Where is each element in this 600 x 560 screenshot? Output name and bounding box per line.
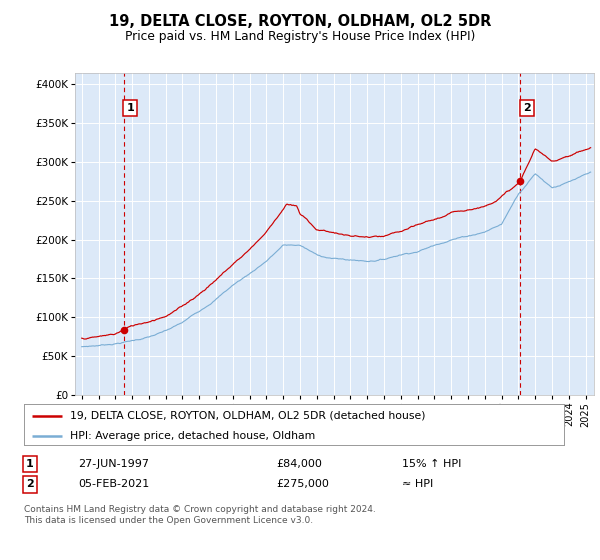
Text: 19, DELTA CLOSE, ROYTON, OLDHAM, OL2 5DR (detached house): 19, DELTA CLOSE, ROYTON, OLDHAM, OL2 5DR… — [70, 411, 425, 421]
Text: 1: 1 — [127, 102, 134, 113]
Text: £84,000: £84,000 — [276, 459, 322, 469]
Text: HPI: Average price, detached house, Oldham: HPI: Average price, detached house, Oldh… — [70, 431, 315, 441]
Text: £275,000: £275,000 — [276, 479, 329, 489]
Text: ≈ HPI: ≈ HPI — [402, 479, 433, 489]
Text: Contains HM Land Registry data © Crown copyright and database right 2024.
This d: Contains HM Land Registry data © Crown c… — [24, 505, 376, 525]
Text: Price paid vs. HM Land Registry's House Price Index (HPI): Price paid vs. HM Land Registry's House … — [125, 30, 475, 43]
Text: 27-JUN-1997: 27-JUN-1997 — [78, 459, 149, 469]
Text: 2: 2 — [523, 102, 530, 113]
Text: 05-FEB-2021: 05-FEB-2021 — [78, 479, 149, 489]
Text: 1: 1 — [26, 459, 34, 469]
Text: 19, DELTA CLOSE, ROYTON, OLDHAM, OL2 5DR: 19, DELTA CLOSE, ROYTON, OLDHAM, OL2 5DR — [109, 14, 491, 29]
Text: 2: 2 — [26, 479, 34, 489]
Text: 15% ↑ HPI: 15% ↑ HPI — [402, 459, 461, 469]
